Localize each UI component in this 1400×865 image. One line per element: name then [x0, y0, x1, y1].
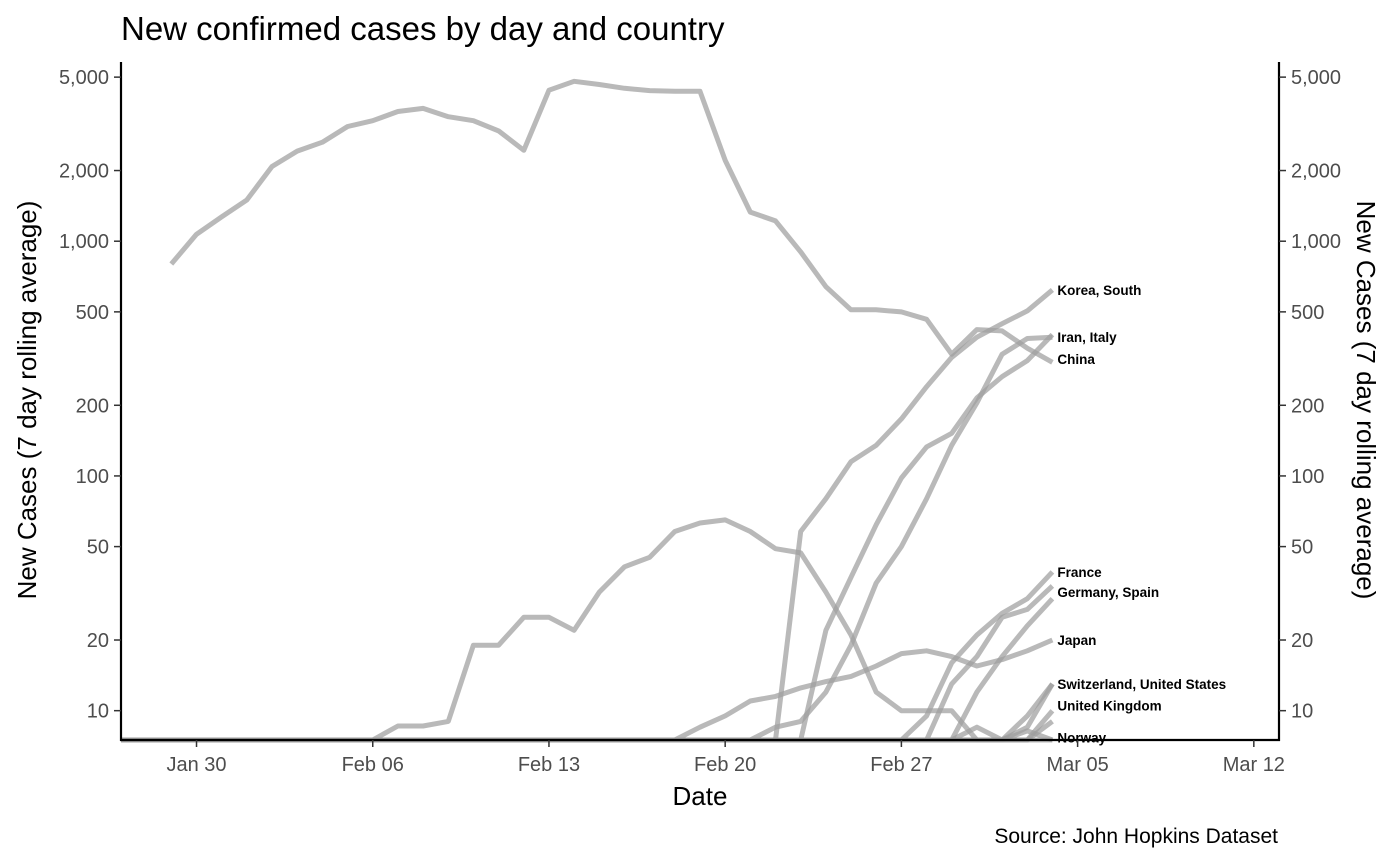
- y-tick-label: 20: [87, 630, 109, 652]
- x-ticks: Jan 30 Feb 06 Feb 13 Feb 20 Feb 27 Mar 05 Mar …: [166, 740, 1285, 776]
- series-label: United Kingdom: [1057, 699, 1161, 714]
- y-tick-label: 1,000: [59, 231, 109, 253]
- y-tick-label: 5,000: [59, 67, 109, 89]
- y-tick-label: 2,000: [59, 161, 109, 183]
- x-axis-title: Date: [673, 781, 728, 811]
- x-tick-label: Feb 27: [870, 754, 932, 776]
- series-label: Germany, Spain: [1057, 585, 1159, 600]
- x-tick-label: Feb 20: [694, 754, 756, 776]
- y-tick-label: 500: [76, 302, 109, 324]
- x-tick-label: Mar 12: [1223, 754, 1285, 776]
- y-axis-title-right: New Cases (7 day rolling average): [1351, 201, 1381, 600]
- y-tick-label-right: 500: [1291, 302, 1324, 324]
- series-line-4: [121, 332, 1055, 743]
- x-tick-label: Feb 13: [518, 754, 580, 776]
- series-labels: Korea, South Iran, Italy China France German…: [1057, 283, 1226, 745]
- series-lines: [121, 78, 1055, 743]
- y-tick-label-right: 100: [1291, 466, 1324, 488]
- y-tick-label: 50: [87, 537, 109, 559]
- y-tick-label: 100: [76, 466, 109, 488]
- y-tick-label-right: 200: [1291, 395, 1324, 417]
- series-line-9: [121, 597, 1055, 743]
- y-ticks-right: 10 20 50 100 200 500 1,000 2,000 5,000: [1279, 67, 1341, 723]
- series-line-3: [121, 287, 1055, 743]
- chart-title: New confirmed cases by day and country: [121, 10, 725, 47]
- series-label: France: [1057, 565, 1102, 580]
- y-tick-label: 200: [76, 395, 109, 417]
- y-tick-label-right: 10: [1291, 701, 1313, 723]
- y-tick-label-right: 5,000: [1291, 67, 1341, 89]
- series-line-2: [121, 517, 1053, 743]
- y-tick-label-right: 2,000: [1291, 161, 1341, 183]
- y-axis-title-left: New Cases (7 day rolling average): [12, 201, 42, 600]
- series-label: China: [1057, 352, 1095, 367]
- y-tick-label-right: 1,000: [1291, 231, 1341, 253]
- x-tick-label: Feb 06: [342, 754, 404, 776]
- y-tick-label-right: 50: [1291, 537, 1313, 559]
- series-line-7: [121, 570, 1055, 743]
- series-label: Switzerland, United States: [1057, 677, 1226, 692]
- series-label: Korea, South: [1057, 283, 1141, 298]
- y-tick-label: 10: [87, 701, 109, 723]
- y-ticks-left: 10 20 50 100 200 500 1,000 2,000 5,000: [59, 67, 121, 723]
- series-label: Iran, Italy: [1057, 330, 1117, 345]
- series-line-1: [169, 78, 1054, 365]
- series-label: Norway: [1057, 730, 1106, 745]
- series-label: Japan: [1057, 633, 1096, 648]
- series-line-13: [121, 709, 1055, 743]
- x-tick-label: Jan 30: [166, 754, 226, 776]
- x-tick-label: Mar 05: [1046, 754, 1108, 776]
- y-tick-label-right: 20: [1291, 630, 1313, 652]
- source-caption: Source: John Hopkins Dataset: [994, 825, 1278, 848]
- series-line-6: [121, 637, 1054, 743]
- series-line-5: [121, 334, 1053, 743]
